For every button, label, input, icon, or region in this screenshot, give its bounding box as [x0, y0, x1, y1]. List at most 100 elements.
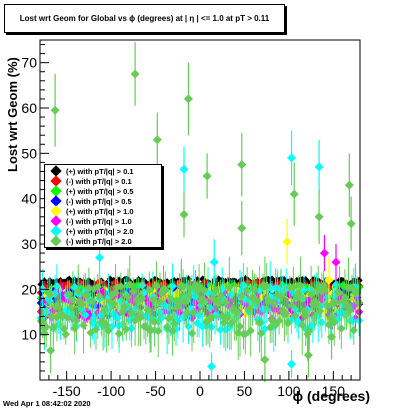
legend-entry: (+) with pT/|q| > 2.0 — [45, 225, 161, 237]
data-point — [182, 308, 191, 318]
data-point — [95, 253, 105, 263]
data-point — [349, 326, 358, 335]
data-point — [327, 332, 337, 342]
data-point — [305, 326, 314, 335]
data-point — [127, 309, 136, 318]
data-point — [170, 319, 179, 328]
plot-area — [36, 42, 364, 383]
data-point — [38, 284, 47, 294]
legend: (+) with pT/|q| > 0.1 (-) with pT/|q| > 0… — [44, 164, 162, 248]
data-point — [178, 282, 188, 291]
legend-label: (+) with pT/|q| > 1.0 — [66, 206, 134, 216]
legend-entry: (-) with pT/|q| > 0.1 — [45, 175, 161, 187]
data-point — [324, 275, 334, 285]
data-point — [104, 326, 113, 335]
data-point — [319, 248, 329, 258]
y-axis-label: Lost wrt Geom (%) — [5, 57, 20, 172]
data-point — [344, 180, 354, 190]
data-point — [257, 329, 266, 338]
y-tick-label: 10 — [21, 327, 37, 343]
x-tick-label: 0 — [196, 383, 204, 399]
data-point — [303, 350, 313, 360]
data-point — [287, 153, 297, 163]
data-point — [200, 285, 209, 295]
data-point — [84, 283, 94, 293]
data-point — [91, 325, 101, 334]
data-point — [289, 189, 299, 199]
data-point — [130, 316, 140, 325]
legend-label: (+) with pT/|q| > 0.1 — [66, 166, 134, 176]
data-point — [296, 281, 305, 290]
legend-label: (-) with pT/|q| > 0.1 — [66, 176, 132, 186]
data-point — [331, 257, 341, 267]
data-point — [337, 324, 346, 333]
data-point — [88, 296, 97, 306]
data-point — [262, 281, 271, 291]
data-point — [237, 223, 247, 233]
data-point — [346, 219, 356, 229]
data-point — [184, 322, 193, 331]
legend-entry: (-) with pT/|q| > 0.5 — [45, 195, 161, 207]
data-point — [125, 280, 134, 290]
data-point — [150, 317, 159, 326]
data-point — [282, 237, 292, 247]
data-point — [237, 291, 246, 300]
data-point — [68, 295, 78, 305]
data-point — [314, 212, 324, 222]
x-axis-label: ϕ (degrees) — [292, 388, 370, 404]
data-point — [212, 298, 222, 307]
data-point — [290, 311, 300, 320]
x-tick-label: 150 — [322, 383, 346, 399]
x-tick-label: -100 — [97, 383, 125, 399]
data-point — [207, 361, 217, 371]
data-point — [114, 329, 124, 338]
data-point — [95, 291, 104, 301]
data-point — [79, 321, 88, 330]
data-point — [347, 283, 357, 293]
data-point — [164, 314, 174, 323]
data-point — [354, 298, 364, 307]
data-point — [179, 210, 189, 220]
legend-entry: (-) with pT/|q| > 2.0 — [45, 235, 161, 247]
data-point — [152, 135, 162, 145]
y-tick-label: 40 — [21, 191, 37, 207]
data-point — [50, 105, 60, 115]
chart-title-text: Lost wrt Geom for Global vs ϕ (degrees) … — [19, 14, 270, 23]
data-point — [207, 312, 216, 322]
y-tick-label: 20 — [21, 281, 37, 297]
data-point — [152, 281, 161, 290]
data-point — [317, 318, 326, 327]
data-point — [63, 313, 72, 322]
data-point — [289, 283, 298, 292]
legend-label: (-) with pT/|q| > 1.0 — [66, 216, 132, 226]
data-point — [40, 328, 49, 338]
data-point — [122, 324, 131, 334]
data-point — [189, 308, 198, 317]
data-point — [46, 346, 56, 356]
data-point — [216, 291, 225, 301]
data-point — [130, 69, 140, 79]
y-tick-label: 70 — [21, 55, 37, 71]
data-point — [138, 294, 147, 303]
legend-entry: (+) with pT/|q| > 0.5 — [45, 185, 161, 197]
data-point — [202, 171, 212, 181]
data-point — [209, 257, 219, 267]
data-point — [129, 287, 138, 296]
data-point — [287, 359, 297, 369]
data-point — [226, 319, 236, 328]
data-point — [187, 329, 197, 338]
legend-entry: (+) with pT/|q| > 0.1 — [45, 165, 161, 177]
data-point — [86, 328, 95, 337]
legend-label: (+) with pT/|q| > 0.5 — [66, 186, 134, 196]
timestamp: Wed Apr 1 08:42:02 2020 — [3, 399, 91, 408]
data-point — [161, 285, 170, 294]
x-tick-label: 50 — [237, 383, 253, 399]
data-point — [237, 160, 247, 170]
data-point — [58, 310, 67, 319]
data-point — [74, 286, 83, 296]
legend-label: (-) with pT/|q| > 2.0 — [66, 236, 132, 246]
legend-label: (-) with pT/|q| > 0.5 — [66, 196, 132, 206]
data-point — [42, 322, 51, 332]
data-point — [100, 305, 110, 315]
